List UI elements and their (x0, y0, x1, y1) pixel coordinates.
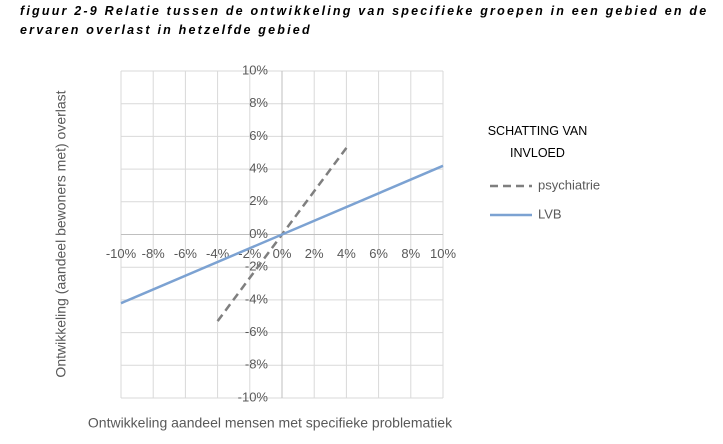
y-tick-label: 2% (249, 193, 268, 208)
y-tick-label: -2% (245, 259, 269, 274)
x-tick-label: 8% (401, 246, 420, 261)
legend-label: psychiatrie (538, 177, 600, 192)
x-tick-label: 2% (305, 246, 324, 261)
y-tick-label: 4% (249, 161, 268, 176)
series-line (120, 164, 444, 305)
y-tick-label: 8% (249, 95, 268, 110)
x-tick-label: 10% (430, 246, 456, 261)
legend-label: LVB (538, 206, 562, 221)
x-tick-label: 0% (273, 246, 292, 261)
y-tick-label: 0% (249, 226, 268, 241)
y-tick-label: -10% (238, 389, 269, 404)
x-tick-label: 6% (369, 246, 388, 261)
y-tick-label: -4% (245, 291, 269, 306)
chart-title: figuur 2-9 Relatie tussen de ontwikkelin… (20, 4, 709, 37)
x-tick-label: -8% (142, 246, 166, 261)
x-tick-label: -4% (206, 246, 230, 261)
y-tick-label: 6% (249, 128, 268, 143)
x-tick-label: -6% (174, 246, 198, 261)
x-tick-label: 4% (337, 246, 356, 261)
x-axis-label: Ontwikkeling aandeel mensen met specifie… (88, 415, 453, 431)
y-tick-label: -8% (245, 357, 269, 372)
y-tick-label: 10% (242, 62, 268, 77)
legend-title: SCHATTING VAN INVLOED (487, 124, 588, 160)
x-tick-label: -10% (106, 246, 137, 261)
y-tick-label: -6% (245, 324, 269, 339)
y-axis-label: Ontwikkeling (aandeel bewoners met) over… (53, 90, 69, 377)
